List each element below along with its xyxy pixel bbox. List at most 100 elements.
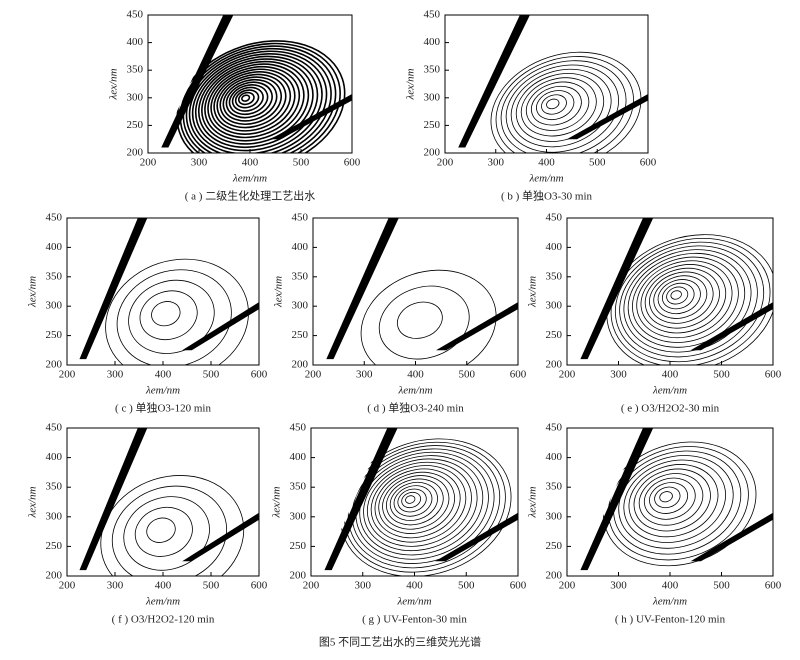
contour-line [659,491,673,503]
y-tick-label: 200 [46,359,63,371]
blank-region [313,218,388,357]
contour-line [210,68,296,135]
contour-line [653,275,708,319]
contour-line [378,471,455,534]
contour-line [237,91,255,106]
x-tick-label: 500 [203,369,220,381]
contour-line [105,258,249,365]
contour-line [536,90,575,121]
y-tick-label: 450 [424,9,441,21]
x-tick-label: 200 [59,369,76,381]
contour-line [500,60,627,153]
x-tick-label: 400 [155,580,172,592]
plot-area [148,15,352,153]
y-tick-label: 350 [546,270,563,282]
contour-line [401,491,422,509]
contour-line [191,53,323,153]
y-tick-label: 250 [290,540,307,552]
contour-line [405,495,416,504]
contour-line [610,237,771,365]
contour-line [355,451,489,560]
plot-area [567,218,773,365]
y-tick-label: 450 [127,9,144,21]
contour-line [370,465,467,543]
y-tick-label: 400 [546,241,563,253]
y-tick-label: 450 [46,212,63,224]
y-tick-label: 350 [127,64,144,76]
contour-line [670,290,682,300]
y-tick-label: 200 [46,570,63,582]
panel-caption: ( e ) O3/H2O2-30 min [621,403,720,415]
x-tick-label: 300 [191,157,208,169]
contour-line [397,488,427,513]
contour-line [231,86,264,112]
y-tick-label: 200 [424,147,441,159]
plot-area [311,428,518,576]
x-tick-label: 300 [355,580,372,592]
scatter-band [182,302,259,351]
y-axis-label: λex/nm [527,486,539,518]
x-tick-label: 500 [458,580,475,592]
y-tick-label: 300 [290,510,307,522]
contour-line [123,496,210,571]
panel: 200 300 400 500 600 200 250 300 350 400 450 λem/nm λ… [527,422,782,626]
contour-line [374,468,461,539]
contour-line [505,64,620,153]
scatter-band [580,428,654,571]
plot-area [67,218,259,365]
y-tick-label: 200 [546,359,563,371]
y-tick-label: 350 [290,481,307,493]
x-tick-label: 300 [107,369,124,381]
y-tick-label: 450 [290,422,307,434]
contour-line [638,473,704,526]
contour-line [490,51,642,153]
x-axis-label: λem/nm [397,385,432,397]
x-axis-label: λem/nm [652,385,687,397]
x-tick-label: 600 [765,369,782,381]
y-tick-label: 300 [46,300,63,312]
contour-line [636,260,733,339]
y-axis-label: λex/nm [108,68,120,100]
contour-line [606,234,773,365]
x-tick-label: 600 [765,580,782,592]
x-tick-label: 500 [203,580,220,592]
x-tick-label: 600 [344,157,361,169]
x-tick-label: 300 [610,580,627,592]
panel: 200 300 400 500 600 200 250 300 350 400 450 λem/nm λ… [27,212,268,415]
contour-line [530,85,582,126]
scatter-band [270,94,352,140]
scatter-band [580,218,654,360]
contour-line [633,468,711,532]
contour-line [146,517,176,543]
blank-region [311,428,387,568]
x-tick-label: 200 [305,369,322,381]
contour-line [366,461,472,547]
contour-line [389,481,438,521]
plot-area [67,428,259,576]
y-tick-label: 450 [46,422,63,434]
panel-caption: ( d ) 单独O3-240 min [367,402,464,415]
scatter-band [458,15,530,148]
x-tick-label: 300 [488,157,505,169]
contour-line [525,81,590,131]
y-tick-label: 250 [46,540,63,552]
y-tick-label: 350 [46,481,63,493]
contour-line [396,301,443,339]
x-axis-label: λem/nm [396,596,431,608]
contour-line [643,477,696,520]
contour-line [222,78,278,122]
x-tick-label: 200 [437,157,454,169]
y-tick-label: 350 [424,64,441,76]
y-tick-label: 350 [292,270,309,282]
contour-line [619,245,758,358]
y-tick-label: 200 [292,359,309,371]
contour-line [139,290,198,341]
y-tick-label: 300 [292,300,309,312]
contour-line [128,279,215,354]
contour-line [520,77,597,137]
x-tick-label: 400 [662,580,679,592]
scatter-band [79,428,148,571]
contour-line [654,486,681,509]
contour-line [219,76,282,125]
